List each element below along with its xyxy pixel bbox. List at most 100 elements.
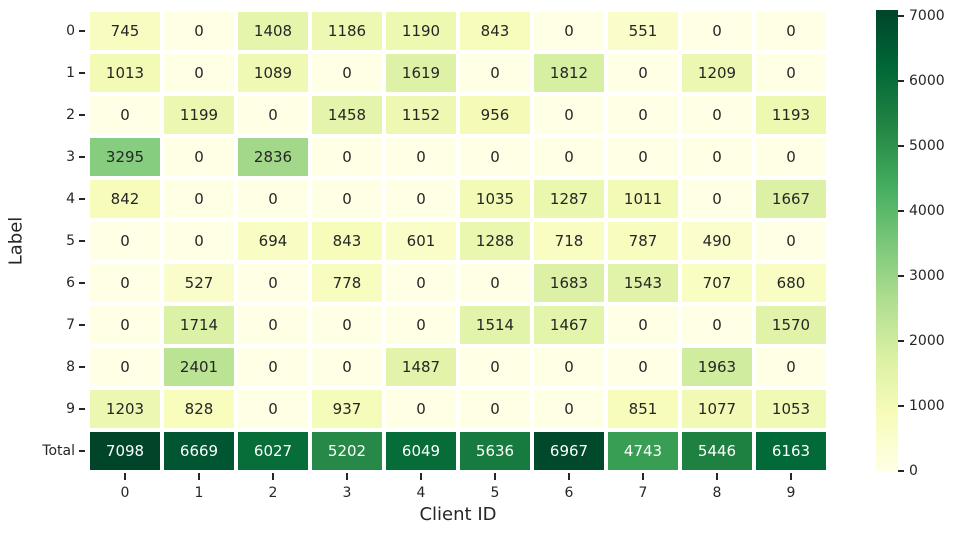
y-tick-mark xyxy=(79,408,85,410)
x-tick-label: 6 xyxy=(564,485,574,501)
x-tick-label: 4 xyxy=(416,485,426,501)
heatmap-cell: 0 xyxy=(164,138,234,176)
y-tick-label: 1 xyxy=(66,65,75,81)
heatmap-cell: 1963 xyxy=(682,348,752,386)
heatmap-cell: 0 xyxy=(312,54,382,92)
heatmap-cell: 0 xyxy=(90,96,160,134)
heatmap-cell: 0 xyxy=(238,180,308,218)
heatmap-cell: 0 xyxy=(164,54,234,92)
heatmap-cell: 718 xyxy=(534,222,604,260)
colorbar xyxy=(876,10,898,471)
heatmap-cell: 0 xyxy=(238,306,308,344)
heatmap-cell: 1288 xyxy=(460,222,530,260)
heatmap-cell: 0 xyxy=(460,390,530,428)
y-tick-label: 2 xyxy=(66,107,75,123)
heatmap-cell: 0 xyxy=(756,222,826,260)
colorbar-tick-label: 3000 xyxy=(909,268,945,285)
colorbar-tick-label: 0 xyxy=(909,463,918,479)
y-tick-mark xyxy=(79,366,85,368)
heatmap-cell: 0 xyxy=(238,348,308,386)
heatmap-cell: 1011 xyxy=(608,180,678,218)
heatmap-cell: 0 xyxy=(386,306,456,344)
colorbar-tick-mark xyxy=(898,275,904,278)
heatmap-cell: 0 xyxy=(460,348,530,386)
heatmap-cell: 1714 xyxy=(164,306,234,344)
x-tick-mark xyxy=(642,473,644,480)
heatmap-cell: 0 xyxy=(90,306,160,344)
heatmap-cell: 0 xyxy=(164,222,234,260)
heatmap-cell: 0 xyxy=(386,390,456,428)
heatmap-cell: 1570 xyxy=(756,306,826,344)
y-tick-mark xyxy=(79,282,85,284)
heatmap-cell: 1812 xyxy=(534,54,604,92)
colorbar-tick-mark xyxy=(898,470,904,472)
heatmap-cell: 0 xyxy=(682,96,752,134)
heatmap-cell: 0 xyxy=(460,138,530,176)
heatmap-cell: 0 xyxy=(90,222,160,260)
heatmap-cell: 0 xyxy=(756,348,826,386)
colorbar-tick-label: 5000 xyxy=(909,138,945,155)
y-tick-label: 4 xyxy=(66,191,75,207)
heatmap-cell: 0 xyxy=(682,180,752,218)
heatmap-cell: 851 xyxy=(608,390,678,428)
colorbar-tick-mark xyxy=(898,15,904,18)
heatmap-cell: 0 xyxy=(312,348,382,386)
heatmap-cell: 843 xyxy=(312,222,382,260)
heatmap-cell: 6669 xyxy=(164,432,234,470)
heatmap-cell: 0 xyxy=(386,180,456,218)
heatmap-cell: 0 xyxy=(90,264,160,302)
heatmap-cell: 842 xyxy=(90,180,160,218)
heatmap-cell: 527 xyxy=(164,264,234,302)
heatmap-cell: 778 xyxy=(312,264,382,302)
colorbar-tick-label: 4000 xyxy=(909,203,945,220)
heatmap-cell: 956 xyxy=(460,96,530,134)
heatmap-cell: 0 xyxy=(164,12,234,50)
x-tick-label: 0 xyxy=(120,485,130,501)
heatmap-cell: 1209 xyxy=(682,54,752,92)
heatmap-cell: 0 xyxy=(460,264,530,302)
x-tick-mark xyxy=(568,473,570,480)
heatmap-cell: 1077 xyxy=(682,390,752,428)
y-tick-mark xyxy=(79,72,85,74)
colorbar-tick-label: 2000 xyxy=(909,333,945,350)
y-tick-label: 3 xyxy=(66,149,75,165)
heatmap-cell: 7098 xyxy=(90,432,160,470)
heatmap-cell: 0 xyxy=(238,96,308,134)
heatmap-cell: 0 xyxy=(608,138,678,176)
heatmap-cell: 0 xyxy=(608,54,678,92)
y-tick-label: 7 xyxy=(66,317,75,333)
heatmap-cell: 1089 xyxy=(238,54,308,92)
colorbar-tick-label: 6000 xyxy=(909,73,945,90)
heatmap-cell: 0 xyxy=(164,180,234,218)
heatmap-cell: 490 xyxy=(682,222,752,260)
heatmap-cell: 0 xyxy=(238,264,308,302)
y-tick-label: Total xyxy=(42,443,75,459)
heatmap-cell: 2401 xyxy=(164,348,234,386)
heatmap-cell: 937 xyxy=(312,390,382,428)
heatmap-cell: 828 xyxy=(164,390,234,428)
heatmap-cell: 0 xyxy=(756,54,826,92)
y-tick-label: 9 xyxy=(66,401,75,417)
heatmap-cell: 0 xyxy=(756,12,826,50)
heatmap-cell: 2836 xyxy=(238,138,308,176)
heatmap-cell: 0 xyxy=(238,390,308,428)
heatmap-cell: 0 xyxy=(312,138,382,176)
heatmap-cell: 787 xyxy=(608,222,678,260)
heatmap-cell: 0 xyxy=(608,348,678,386)
x-axis-label: Client ID xyxy=(419,504,497,525)
heatmap-cell: 0 xyxy=(534,96,604,134)
x-tick-label: 2 xyxy=(268,485,278,501)
heatmap-cell: 1487 xyxy=(386,348,456,386)
y-tick-mark xyxy=(79,450,85,452)
heatmap-cell: 0 xyxy=(756,138,826,176)
heatmap-cell: 5202 xyxy=(312,432,382,470)
heatmap-cell: 0 xyxy=(608,96,678,134)
heatmap-cell: 0 xyxy=(534,138,604,176)
heatmap-cell: 1193 xyxy=(756,96,826,134)
colorbar-tick-mark xyxy=(898,80,904,83)
heatmap-cell: 680 xyxy=(756,264,826,302)
colorbar-tick-mark xyxy=(898,340,904,343)
y-tick-mark xyxy=(79,324,85,326)
heatmap-cell: 0 xyxy=(682,138,752,176)
